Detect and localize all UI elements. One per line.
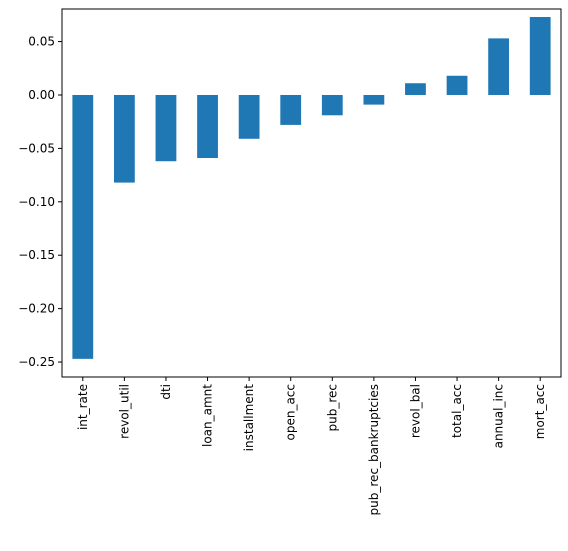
y-tick-label: 0.05 bbox=[28, 35, 55, 49]
bars bbox=[72, 17, 551, 359]
bar-revol-bal bbox=[405, 83, 426, 95]
y-tick-label: −0.15 bbox=[18, 248, 55, 262]
x-tick-label: open_acc bbox=[284, 384, 298, 441]
bar-revol-util bbox=[113, 94, 135, 183]
x-tick-label: loan_amnt bbox=[201, 384, 215, 447]
x-axis: int_rate revol_util dti loan_amnt installmen… bbox=[76, 377, 547, 515]
bar-pub-rec-bankruptcies bbox=[363, 94, 385, 105]
x-tick-label: revol_util bbox=[117, 384, 131, 439]
y-axis: −0.25 −0.20 −0.15 −0.10 −0.05 0.00 0.05 bbox=[18, 35, 62, 369]
x-tick-label: mort_acc bbox=[533, 384, 547, 439]
bar-annual-inc bbox=[488, 38, 510, 95]
y-tick-label: −0.10 bbox=[18, 195, 55, 209]
bar-pub-rec bbox=[321, 94, 343, 116]
x-tick-label: installment bbox=[242, 384, 256, 452]
bar-loan-amnt bbox=[197, 94, 218, 159]
bar-installment bbox=[238, 94, 260, 139]
bar-open-acc bbox=[280, 94, 302, 125]
y-tick-label: 0.00 bbox=[28, 88, 55, 102]
x-tick-label: dti bbox=[159, 384, 173, 400]
x-tick-label: revol_bal bbox=[408, 384, 422, 438]
y-tick-label: −0.20 bbox=[18, 302, 55, 316]
x-tick-label: total_acc bbox=[450, 384, 464, 438]
y-tick-label: −0.25 bbox=[18, 355, 55, 369]
plot-frame bbox=[61, 8, 562, 378]
bar-total-acc bbox=[446, 75, 468, 95]
bar-dti bbox=[155, 94, 177, 162]
bar-mort-acc bbox=[529, 17, 551, 95]
x-tick-label: int_rate bbox=[76, 384, 90, 430]
y-tick-label: −0.05 bbox=[18, 141, 55, 155]
x-tick-label: pub_rec bbox=[325, 384, 339, 432]
x-tick-label: pub_rec_bankruptcies bbox=[367, 384, 381, 515]
x-tick-label: annual_inc bbox=[492, 384, 506, 448]
bar-int-rate bbox=[72, 94, 94, 359]
